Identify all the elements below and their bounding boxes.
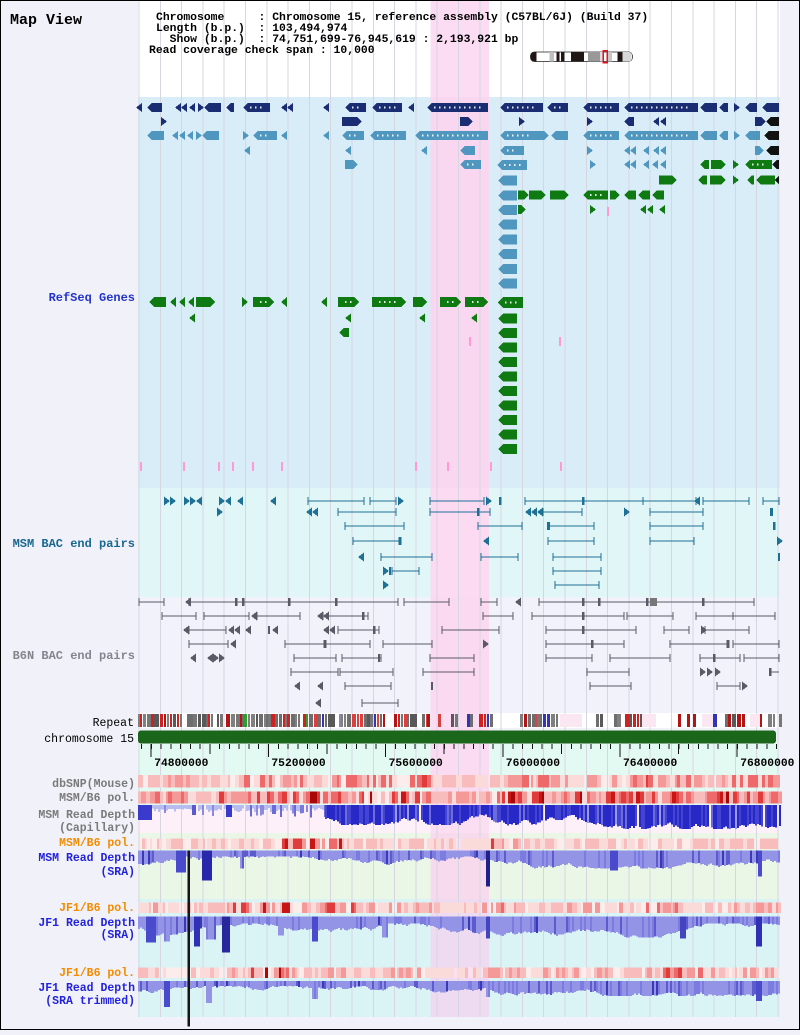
svg-text:MSM Read Depth: MSM Read Depth	[38, 809, 135, 822]
svg-text:74800000: 74800000	[154, 758, 208, 770]
svg-text:(SRA trimmed): (SRA trimmed)	[45, 995, 135, 1008]
svg-text:JF1/B6 pol.: JF1/B6 pol.	[59, 967, 135, 980]
svg-text:Show (b.p.) : 74,751,699-76,9: Show (b.p.) : 74,751,699-76,945,619 : 2,…	[156, 34, 518, 46]
svg-text:B6N BAC end pairs: B6N BAC end pairs	[13, 649, 135, 663]
svg-text:MSM/B6 pol.: MSM/B6 pol.	[59, 792, 135, 805]
svg-text:Length (b.p.) : 103,494,974: Length (b.p.) : 103,494,974	[156, 23, 348, 35]
svg-text:76400000: 76400000	[623, 758, 677, 770]
svg-text:76000000: 76000000	[506, 758, 560, 770]
svg-text:(Capillary): (Capillary)	[59, 822, 135, 835]
svg-text:(SRA): (SRA)	[100, 929, 135, 942]
svg-text:Chromosome : Chromosome 15: Chromosome : Chromosome 15, reference as…	[156, 12, 648, 24]
svg-text:75600000: 75600000	[389, 758, 443, 770]
svg-text:(SRA): (SRA)	[100, 866, 135, 879]
svg-text:dbSNP(Mouse): dbSNP(Mouse)	[52, 778, 135, 791]
svg-text:chromosome 15: chromosome 15	[44, 733, 134, 746]
svg-text:Map View: Map View	[10, 12, 82, 29]
svg-text:76800000: 76800000	[740, 758, 794, 770]
svg-text:MSM BAC end pairs: MSM BAC end pairs	[13, 537, 135, 551]
svg-text:MSM/B6 pol.: MSM/B6 pol.	[59, 837, 135, 850]
svg-text:JF1 Read Depth: JF1 Read Depth	[38, 917, 135, 930]
svg-text:JF1/B6 pol.: JF1/B6 pol.	[59, 902, 135, 915]
svg-text:Repeat: Repeat	[93, 717, 134, 730]
svg-text:MSM Read Depth: MSM Read Depth	[38, 852, 135, 865]
svg-text:RefSeq Genes: RefSeq Genes	[49, 291, 135, 305]
svg-text:JF1 Read Depth: JF1 Read Depth	[38, 982, 135, 995]
svg-text:Read coverage check span : 10,: Read coverage check span : 10,000	[149, 45, 375, 57]
svg-text:75200000: 75200000	[271, 758, 325, 770]
